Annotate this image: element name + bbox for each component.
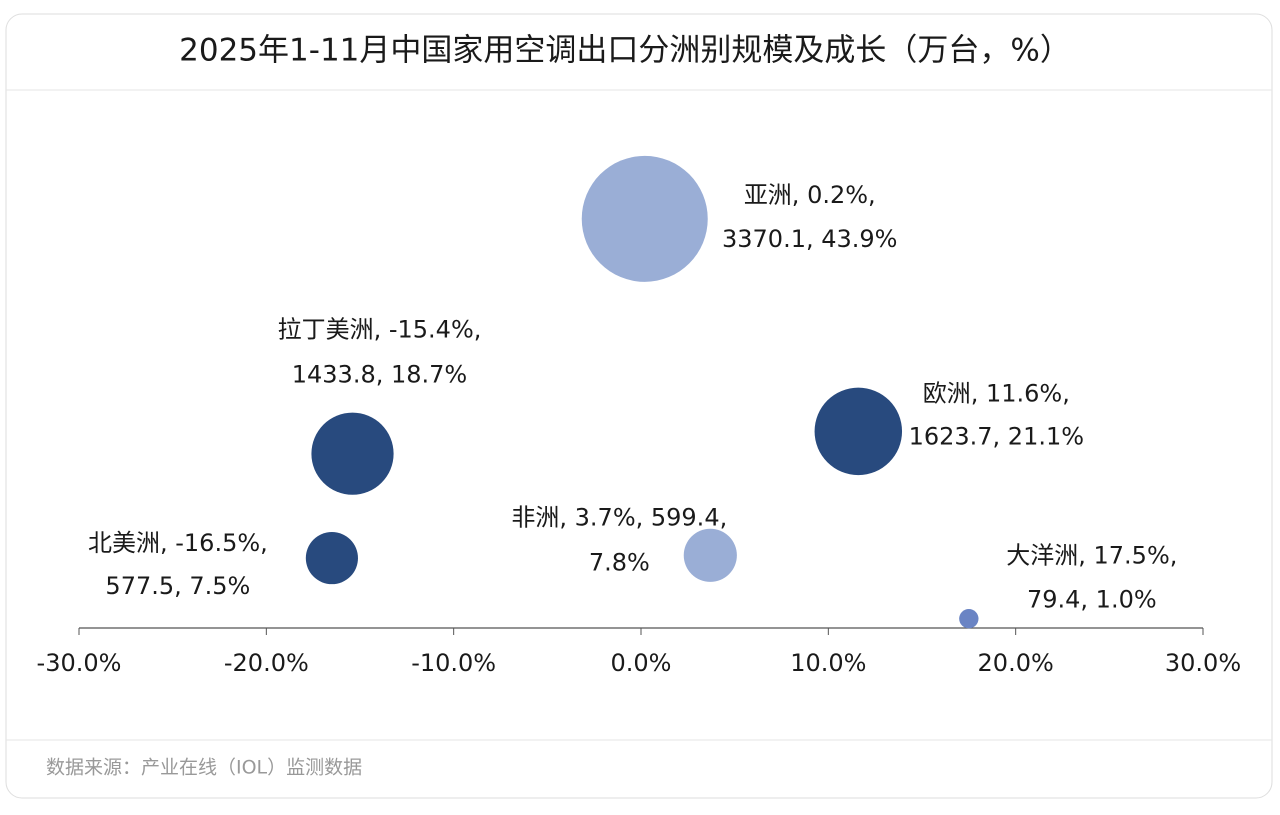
x-tick-label: -10.0% (411, 649, 496, 677)
card (5, 13, 1273, 799)
x-tick-label: 0.0% (611, 649, 672, 677)
data-label: 北美洲, -16.5%, (88, 529, 268, 557)
data-label: 1623.7, 21.1% (909, 422, 1084, 450)
data-label: 欧洲, 11.6%, (923, 379, 1070, 407)
x-tick-label: 20.0% (978, 649, 1054, 677)
data-label: 1433.8, 18.7% (292, 361, 467, 389)
bubble (814, 387, 903, 476)
bubble (305, 532, 358, 585)
bubble (683, 528, 737, 582)
x-tick-label: -30.0% (37, 649, 122, 677)
data-label: 577.5, 7.5% (105, 572, 250, 600)
data-label: 79.4, 1.0% (1027, 586, 1157, 614)
bubble (959, 609, 979, 629)
data-label: 大洋洲, 17.5%, (1006, 542, 1177, 570)
data-label: 亚洲, 0.2%, (744, 181, 876, 209)
data-label: 拉丁美洲, -15.4%, (278, 316, 482, 344)
bubble (581, 155, 708, 282)
data-label: 7.8% (589, 548, 650, 576)
source-note: 数据来源：产业在线（IOL）监测数据 (46, 757, 362, 779)
data-label: 非洲, 3.7%, 599.4, (511, 503, 727, 531)
chart-title: 2025年1-11月中国家用空调出口分洲别规模及成长（万台，%） (179, 33, 1071, 69)
x-tick-label: -20.0% (224, 649, 309, 677)
bubble (311, 412, 394, 495)
x-tick-label: 10.0% (790, 649, 866, 677)
x-tick-label: 30.0% (1165, 649, 1241, 677)
data-label: 3370.1, 43.9% (722, 225, 897, 253)
